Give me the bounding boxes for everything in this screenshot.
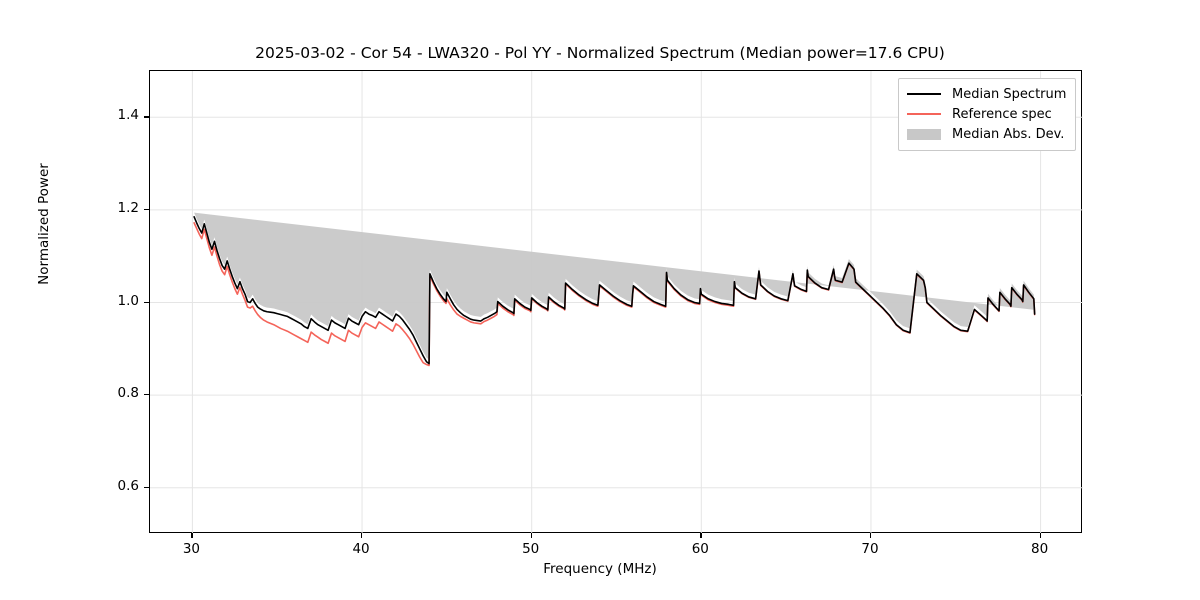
legend-swatch-mark <box>907 129 941 140</box>
legend-label: Median Abs. Dev. <box>952 126 1065 142</box>
x-tick-mark <box>700 533 702 538</box>
x-axis-label: Frequency (MHz) <box>543 561 657 577</box>
chart-title: 2025-03-02 - Cor 54 - LWA320 - Pol YY - … <box>255 44 945 62</box>
y-tick-label: 1.2 <box>117 199 139 216</box>
chart-legend: Median Spectrum Reference spec Median Abs.… <box>898 78 1076 151</box>
y-tick-label: 0.8 <box>117 385 139 402</box>
legend-item[interactable]: Median Spectrum <box>905 84 1069 104</box>
legend-item[interactable]: Reference spec <box>905 104 1069 124</box>
y-tick-mark <box>144 394 149 396</box>
legend-item[interactable]: Median Abs. Dev. <box>905 124 1069 144</box>
x-tick-mark <box>1039 533 1041 538</box>
legend-swatch-mark <box>907 93 941 96</box>
x-tick-mark <box>530 533 532 538</box>
y-tick-label: 0.6 <box>117 477 139 494</box>
legend-swatch-mark <box>907 113 941 116</box>
x-tick-label: 30 <box>182 541 200 557</box>
y-tick-mark <box>144 486 149 488</box>
median-abs-dev-band <box>194 212 1035 360</box>
x-tick-label: 80 <box>1030 541 1049 557</box>
legend-patch-swatch <box>905 127 943 141</box>
y-tick-mark <box>144 301 149 303</box>
y-tick-label: 1.0 <box>117 292 139 309</box>
legend-label: Median Spectrum <box>952 86 1067 102</box>
y-tick-label: 1.4 <box>117 107 139 124</box>
y-tick-mark <box>144 116 149 118</box>
median-spectrum-line <box>193 216 1036 365</box>
x-tick-label: 40 <box>352 541 370 557</box>
x-tick-label: 70 <box>861 541 879 557</box>
plot-svg <box>150 71 1083 534</box>
x-tick-mark <box>191 533 193 538</box>
legend-line-swatch <box>905 87 943 101</box>
legend-label: Reference spec <box>952 106 1052 122</box>
x-tick-mark <box>361 533 363 538</box>
x-tick-label: 50 <box>522 541 540 557</box>
legend-line-swatch <box>905 107 943 121</box>
x-tick-label: 60 <box>691 541 709 557</box>
y-tick-mark <box>144 208 149 211</box>
y-axis-label: Normalized Power <box>36 163 52 285</box>
x-tick-mark <box>869 533 872 538</box>
gridlines <box>150 71 1083 534</box>
